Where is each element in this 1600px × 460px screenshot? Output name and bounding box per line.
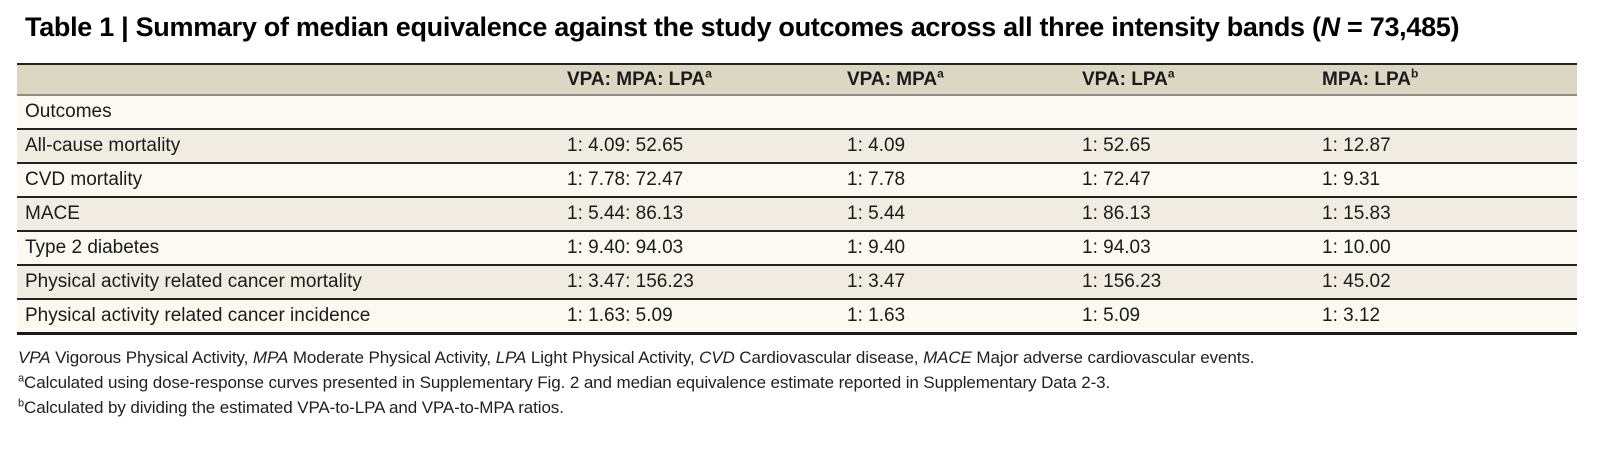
table-row: Type 2 diabetes 1: 9.40: 94.03 1: 9.40 1… <box>17 231 1577 265</box>
page: Table 1 | Summary of median equivalence … <box>17 12 1577 420</box>
footnote-b: bCalculated by dividing the estimated VP… <box>18 396 564 417</box>
table-row: Physical activity related cancer mortali… <box>17 265 1577 299</box>
ratio-cell: 1: 1.63: 5.09 <box>567 304 673 326</box>
outcome-cell: Type 2 diabetes <box>25 237 160 258</box>
footnote-marker-a: a <box>705 66 712 81</box>
footnote-abbreviations: VPA Vigorous Physical Activity, MPA Mode… <box>18 347 1255 367</box>
table-footnotes: VPA Vigorous Physical Activity, MPA Mode… <box>17 345 1577 420</box>
table-row: Physical activity related cancer inciden… <box>17 299 1577 333</box>
column-header-vpa-mpa-lpa: VPA: MPA: LPAa <box>567 66 712 90</box>
footnote-a: aCalculated using dose-response curves p… <box>18 371 1111 392</box>
page-title: Table 1 | Summary of median equivalence … <box>17 12 1577 43</box>
footnote-marker-b: b <box>1411 66 1419 81</box>
ratio-cell: 1: 9.31 <box>1322 169 1381 190</box>
ratio-cell: 1: 7.78: 72.47 <box>567 169 684 190</box>
equivalence-table: VPA: MPA: LPAa VPA: MPAa VPA: LPAa MPA: … <box>17 63 1577 335</box>
table-row: MACE 1: 5.44: 86.13 1: 5.44 1: 86.13 1: … <box>17 197 1577 231</box>
ratio-cell: 1: 9.40: 94.03 <box>567 237 684 258</box>
title-n-value: = 73,485) <box>1339 12 1460 42</box>
ratio-cell: 1: 10.00 <box>1322 237 1391 258</box>
ratio-cell: 1: 94.03 <box>1082 237 1151 258</box>
section-row-outcomes: Outcomes <box>17 95 1577 129</box>
ratio-cell: 1: 86.13 <box>1082 203 1151 224</box>
outcome-cell: Physical activity related cancer mortali… <box>25 271 362 292</box>
header-row: VPA: MPA: LPAa VPA: MPAa VPA: LPAa MPA: … <box>17 64 1577 95</box>
ratio-cell: 1: 156.23 <box>1082 271 1162 292</box>
outcome-cell: Physical activity related cancer inciden… <box>25 304 371 326</box>
footnote-marker-a: a <box>937 66 944 81</box>
column-header-mpa-lpa: MPA: LPAb <box>1322 66 1419 90</box>
table-row: All-cause mortality 1: 4.09: 52.65 1: 4.… <box>17 129 1577 163</box>
title-n-symbol: N <box>1320 12 1341 42</box>
ratio-cell: 1: 45.02 <box>1322 271 1391 292</box>
footnote-marker-a: a <box>1167 66 1175 81</box>
section-label: Outcomes <box>25 101 112 122</box>
ratio-cell: 1: 4.09 <box>847 135 906 156</box>
ratio-cell: 1: 9.40 <box>847 237 906 258</box>
column-header-vpa-lpa: VPA: LPAa <box>1082 66 1175 90</box>
outcome-cell: All-cause mortality <box>25 135 181 156</box>
ratio-cell: 1: 7.78 <box>847 169 906 190</box>
ratio-cell: 1: 5.09 <box>1082 304 1141 326</box>
title-text: Table 1 | Summary of median equivalence … <box>25 12 1321 42</box>
ratio-cell: 1: 5.44 <box>847 203 906 224</box>
outcome-cell: CVD mortality <box>25 169 143 190</box>
ratio-cell: 1: 15.83 <box>1322 203 1391 224</box>
ratio-cell: 1: 1.63 <box>847 304 906 326</box>
ratio-cell: 1: 3.47 <box>847 271 906 292</box>
ratio-cell: 1: 72.47 <box>1082 169 1151 190</box>
ratio-cell: 1: 12.87 <box>1322 135 1391 156</box>
footnote-marker-b: b <box>18 396 25 409</box>
ratio-cell: 1: 3.12 <box>1322 304 1381 326</box>
footnote-marker-a: a <box>18 371 25 384</box>
column-header-empty <box>17 64 545 95</box>
ratio-cell: 1: 4.09: 52.65 <box>567 135 684 156</box>
ratio-cell: 1: 52.65 <box>1082 135 1151 156</box>
table-row: CVD mortality 1: 7.78: 72.47 1: 7.78 1: … <box>17 163 1577 197</box>
outcome-cell: MACE <box>25 203 80 224</box>
ratio-cell: 1: 3.47: 156.23 <box>567 271 694 292</box>
ratio-cell: 1: 5.44: 86.13 <box>567 203 684 224</box>
column-header-vpa-mpa: VPA: MPAa <box>847 66 944 90</box>
